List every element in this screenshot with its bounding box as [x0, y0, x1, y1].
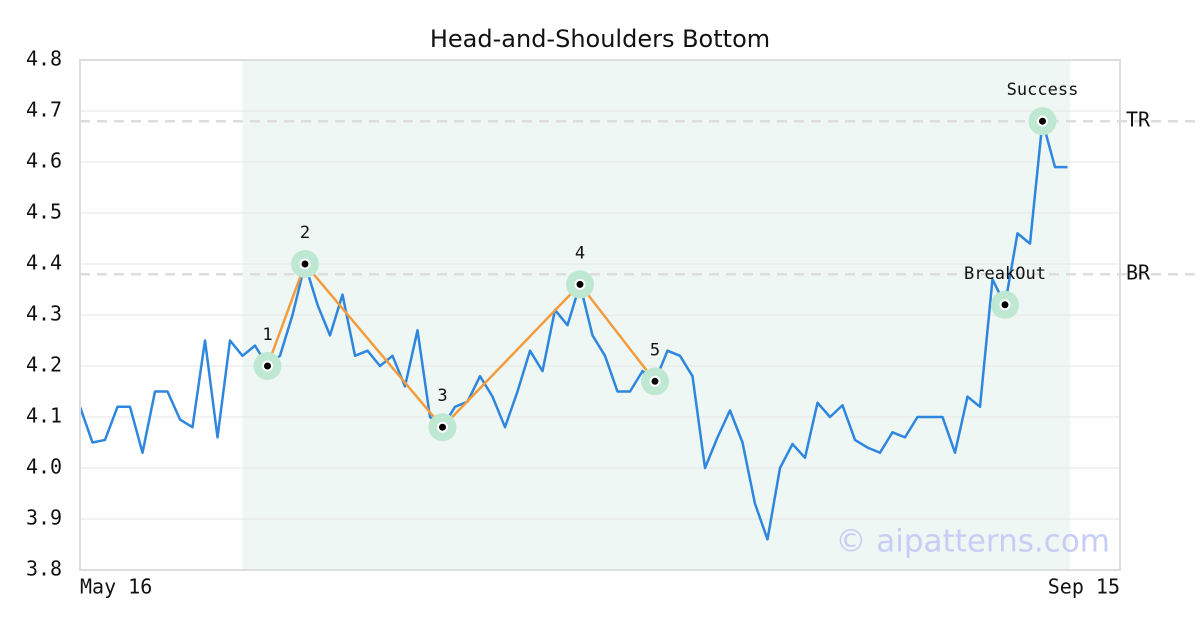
signal-label: Success — [1007, 80, 1079, 100]
y-tick-label: 3.8 — [26, 557, 62, 581]
pattern-point-dot — [649, 375, 661, 387]
chart-title: Head-and-Shoulders Bottom — [430, 25, 770, 53]
pattern-point-dot — [299, 258, 311, 270]
pattern-point-dot — [574, 278, 586, 290]
y-tick-label: 4.0 — [26, 455, 62, 479]
level-label: BR — [1126, 261, 1151, 285]
y-tick-label: 4.6 — [26, 149, 62, 173]
y-tick-label: 3.9 — [26, 506, 62, 530]
y-tick-label: 4.3 — [26, 302, 62, 326]
price-line — [78, 119, 1068, 541]
y-tick-label: 4.1 — [26, 404, 62, 428]
pattern-point-label: 1 — [262, 325, 272, 345]
signal-dot — [999, 299, 1011, 311]
level-label: TR — [1126, 108, 1151, 132]
x-tick-label: May 16 — [80, 575, 152, 599]
y-tick-label: 4.4 — [26, 251, 62, 275]
y-tick-label: 4.8 — [26, 47, 62, 71]
y-tick-label: 4.5 — [26, 200, 62, 224]
watermark: © aipatterns.com — [835, 524, 1110, 560]
plot-frame — [79, 59, 1121, 571]
y-tick-label: 4.2 — [26, 353, 62, 377]
pattern-point-label: 5 — [650, 340, 660, 360]
pattern-point-dot — [262, 360, 273, 372]
pattern-point-label: 4 — [575, 243, 585, 263]
y-tick-label: 4.7 — [26, 98, 62, 122]
signal-dot — [1037, 115, 1048, 127]
pattern-point-dot — [437, 421, 448, 433]
pattern-point-label: 3 — [437, 386, 447, 406]
pattern-point-label: 2 — [300, 223, 310, 243]
signal-label: BreakOut — [964, 264, 1046, 284]
x-tick-label: Sep 15 — [1048, 575, 1120, 599]
